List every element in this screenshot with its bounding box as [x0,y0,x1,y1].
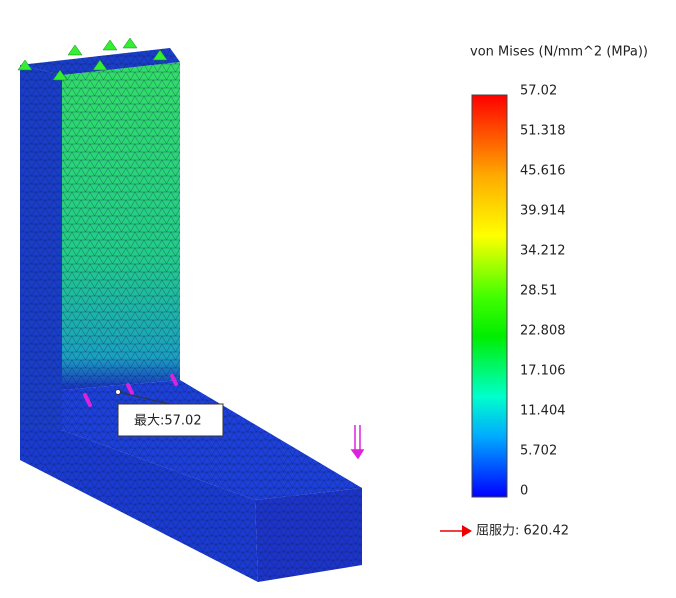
legend-title: von Mises (N/mm^2 (MPa)) [470,45,648,60]
max-annotation: 最大:57.02 [115,389,224,437]
legend-label: 0 [520,484,528,499]
color-scale [471,94,508,498]
legend-label: 57.02 [520,84,557,99]
legend-label: 39.914 [520,204,566,219]
legend-label: 34.212 [520,244,566,259]
legend-label: 51.318 [520,124,566,139]
max-label: 最大:57.02 [134,414,202,429]
model [17,37,365,582]
legend-label: 28.51 [520,284,557,299]
legend-label: 45.616 [520,164,566,179]
legend-label: 5.702 [520,444,557,459]
legend-label: 17.106 [520,364,566,379]
yield-label: 屈服力: 620.42 [476,524,569,539]
legend-label: 22.808 [520,324,566,339]
legend-label: 11.404 [520,404,566,419]
yield-indicator: 屈服力: 620.42 [440,524,569,539]
